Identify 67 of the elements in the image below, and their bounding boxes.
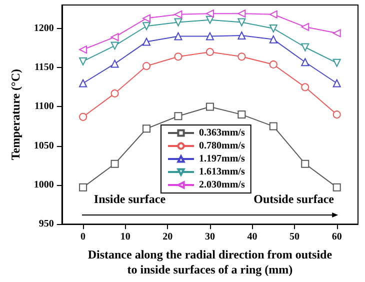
point (332, 29, 341, 38)
point (269, 60, 278, 68)
point (332, 58, 341, 67)
annotation: Inside surface (94, 192, 166, 206)
point (301, 22, 310, 31)
point (174, 18, 182, 26)
x-tick-label: 30 (204, 232, 215, 243)
point (206, 32, 214, 40)
y-tick-label: 1100 (34, 101, 54, 112)
point (301, 58, 310, 66)
point (238, 10, 246, 18)
point (269, 35, 278, 44)
x-tick-label: 50 (290, 232, 300, 243)
point (79, 79, 88, 88)
point (332, 183, 341, 192)
point (301, 83, 310, 92)
point (238, 52, 246, 61)
point (301, 160, 310, 168)
point (79, 57, 88, 66)
x-tick-label: 20 (162, 232, 173, 243)
point (110, 33, 119, 42)
point (79, 183, 88, 192)
point (332, 79, 341, 88)
point (110, 60, 119, 68)
point (269, 24, 278, 32)
point (142, 62, 150, 70)
point (269, 10, 278, 18)
point (238, 32, 246, 40)
point (269, 122, 278, 130)
point (142, 22, 150, 30)
y-tick-label: 1200 (34, 22, 54, 34)
point (174, 32, 182, 40)
y-tick-label: 950 (38, 218, 54, 230)
legend-label: 1.613mm/s (199, 166, 245, 178)
point (238, 18, 246, 26)
point (79, 46, 88, 54)
y-axis-title: Temperature (°C) (8, 68, 22, 160)
x-tick-label: 10 (120, 232, 130, 243)
point (110, 42, 119, 50)
legend-label: 0.780mm/s (199, 140, 245, 152)
point (174, 112, 182, 120)
legend-label: 1.197mm/s (199, 154, 245, 164)
point (206, 48, 214, 56)
legend-label: 2.030mm/s (199, 180, 245, 190)
x-axis-title: Distance along the radial direction from outside to inside surfaces of a ring (mm) (88, 248, 333, 276)
point (174, 52, 182, 61)
y-tick-label: 1050 (34, 140, 54, 152)
point (332, 110, 341, 119)
point (142, 14, 150, 22)
x-tick-label: 40 (247, 232, 258, 243)
y-tick-label: 1150 (34, 62, 54, 74)
point (206, 10, 214, 18)
point (110, 160, 119, 168)
y-tick-label: 1000 (34, 179, 54, 190)
annotation: Outside surface (254, 192, 335, 206)
point (206, 102, 214, 111)
point (142, 124, 150, 133)
point (142, 38, 150, 46)
point (206, 16, 214, 24)
legend-label: 0.363mm/s (199, 128, 245, 138)
point (110, 89, 119, 98)
x-tick-label: 60 (332, 232, 342, 243)
point (301, 43, 310, 52)
point (238, 110, 246, 119)
point (79, 112, 88, 121)
x-tick-label: 0 (80, 232, 86, 243)
point (174, 10, 182, 18)
